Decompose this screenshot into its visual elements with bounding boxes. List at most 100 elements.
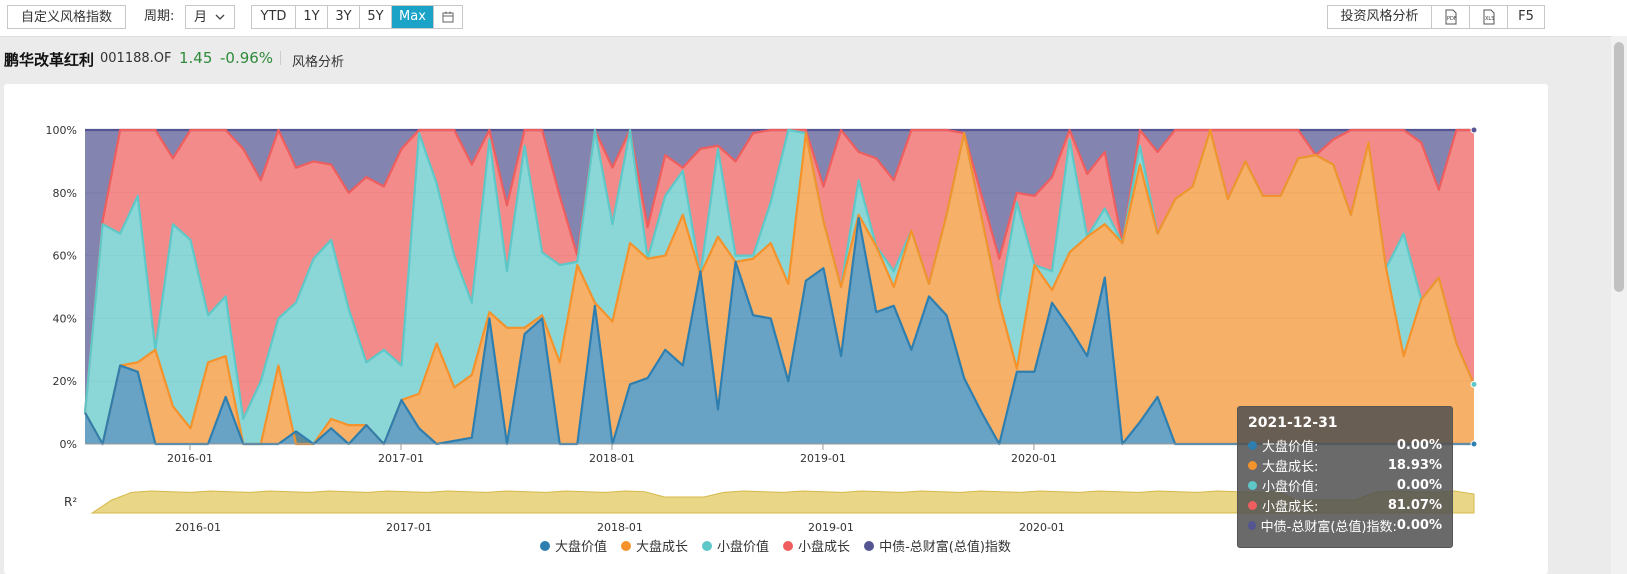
tooltip-name: 小盘价值: [1262, 479, 1319, 495]
pdf-export-button[interactable]: PDF [1432, 6, 1470, 28]
navigator-tick-label: 2019-01 [808, 521, 854, 534]
r2-label: R² [64, 495, 77, 509]
chart-areas [83, 128, 1476, 446]
legend-small-value[interactable]: 小盘价值 [702, 536, 769, 555]
endpoint-marker [1470, 380, 1478, 388]
period-value: 月 [194, 10, 208, 25]
range-selector: YTD 1Y 3Y 5Y Max [251, 5, 463, 29]
tooltip-row: 大盘成长: 18.93% [1248, 455, 1442, 475]
tooltip-name: 大盘价值: [1262, 439, 1319, 455]
navigator-tick-label: 2017-01 [386, 521, 432, 534]
legend-bond-index[interactable]: 中债-总财富(总值)指数 [864, 536, 1011, 555]
xls-export-button[interactable]: XLS [1470, 6, 1508, 28]
tooltip-date: 2021-12-31 [1248, 415, 1338, 431]
export-toolbar: 投资风格分析 PDF XLS F5 [1327, 5, 1545, 29]
period-label: 周期: [144, 9, 175, 24]
range-5y-button[interactable]: 5Y [360, 6, 392, 28]
small-value-area[interactable] [85, 130, 1474, 444]
legend-small-growth[interactable]: 小盘成长 [783, 536, 850, 555]
legend-label: 大盘价值 [555, 540, 608, 555]
legend-dot [864, 540, 875, 551]
range-ytd-button[interactable]: YTD [252, 6, 296, 28]
fund-name: 鹏华改革红利 [4, 51, 95, 69]
navigator-tick-label: 2018-01 [597, 521, 643, 534]
style-analysis-button[interactable]: 投资风格分析 [1328, 6, 1432, 28]
large-growth-area[interactable] [85, 130, 1474, 444]
legend-label: 小盘价值 [717, 540, 770, 555]
date-picker-button[interactable] [434, 6, 462, 28]
tooltip-dot [1248, 440, 1257, 450]
style-analysis-tab[interactable]: 风格分析 [292, 55, 345, 70]
page-scrollbar[interactable] [1611, 36, 1627, 574]
x-tick-label: 2017-01 [378, 452, 424, 465]
large-value-area[interactable] [85, 217, 1474, 444]
y-tick-label: 80% [53, 187, 77, 200]
legend-large-value[interactable]: 大盘价值 [540, 536, 607, 555]
tooltip-row: 小盘价值: 0.00% [1248, 475, 1442, 495]
y-tick-label: 20% [53, 375, 77, 388]
y-tick-label: 0% [60, 438, 77, 451]
range-max-button[interactable]: Max [392, 6, 434, 28]
x-tick-label: 2018-01 [589, 452, 635, 465]
legend-label: 大盘成长 [636, 540, 689, 555]
header-divider [280, 51, 281, 65]
tooltip-value: 0.00% [1396, 477, 1442, 493]
range-3y-button[interactable]: 3Y [328, 6, 360, 28]
pdf-icon: PDF [1445, 9, 1457, 25]
chevron-down-icon [215, 14, 225, 20]
range-1y-button[interactable]: 1Y [296, 6, 328, 28]
large-growth-line [84, 128, 1476, 446]
fund-change: -0.96% [220, 49, 274, 67]
legend-label: 小盘成长 [798, 540, 851, 555]
toolbar: 自定义风格指数 周期: 月 YTD 1Y 3Y 5Y Max 投资风格分析 PD… [0, 0, 1627, 37]
svg-text:PDF: PDF [1447, 16, 1457, 22]
x-tick-label: 2020-01 [1011, 452, 1057, 465]
tooltip-name: 小盘成长: [1262, 499, 1319, 515]
legend-dot [702, 540, 713, 551]
chart-tooltip: 2021-12-31 大盘价值: 0.00% 大盘成长: 18.93% 小盘价值: 0… [1237, 406, 1453, 548]
y-tick-label: 40% [53, 312, 77, 325]
tooltip-row: 中债-总财富(总值)指数: 0.00% [1248, 515, 1442, 535]
tooltip-value: 81.07% [1387, 497, 1442, 513]
small-growth-area[interactable] [85, 130, 1474, 419]
fund-header: 鹏华改革红利 001188.OF 1.45 -0.96% 风格分析 [0, 44, 1560, 74]
period-select[interactable]: 月 [185, 5, 235, 29]
f5-button[interactable]: F5 [1518, 9, 1534, 24]
navigator-x-axis: 2016-01 2017-01 2018-01 2019-01 2020-01 [175, 521, 1065, 534]
xls-icon: XLS [1483, 9, 1494, 25]
navigator-tick-label: 2016-01 [175, 521, 221, 534]
legend-large-growth[interactable]: 大盘成长 [621, 536, 688, 555]
tooltip-value: 0.00% [1396, 517, 1442, 533]
legend-dot [621, 540, 632, 551]
legend-dot [783, 540, 794, 551]
y-axis: 0% 20% 40% 60% 80% 100% [46, 124, 77, 451]
tooltip-row: 小盘成长: 81.07% [1248, 495, 1442, 515]
bond-area[interactable] [85, 130, 1474, 413]
tooltip-value: 0.00% [1396, 437, 1442, 453]
calendar-icon [442, 11, 454, 23]
tooltip-dot [1248, 460, 1257, 470]
y-tick-label: 60% [53, 250, 77, 263]
tooltip-name: 中债-总财富(总值)指数: [1260, 519, 1397, 535]
endpoint-marker [1470, 440, 1478, 448]
tooltip-dot [1248, 480, 1257, 490]
y-tick-label: 100% [46, 124, 77, 137]
x-tick-label: 2016-01 [167, 452, 213, 465]
tooltip-name: 大盘成长: [1262, 459, 1319, 475]
tooltip-row: 大盘价值: 0.00% [1248, 435, 1442, 455]
tooltip-value: 18.93% [1387, 457, 1442, 473]
legend-dot [540, 540, 550, 551]
tooltip-dot [1248, 500, 1257, 510]
fund-code: 001188.OF [100, 51, 172, 66]
series-endpoints [1470, 126, 1478, 448]
x-tick-label: 2019-01 [800, 452, 846, 465]
endpoint-marker [1470, 126, 1478, 134]
navigator-tick-label: 2020-01 [1019, 521, 1065, 534]
tooltip-dot [1248, 520, 1256, 530]
scrollbar-thumb[interactable] [1614, 42, 1624, 292]
svg-text:XLS: XLS [1485, 16, 1494, 22]
custom-style-index-button[interactable]: 自定义风格指数 [7, 5, 126, 29]
fund-price: 1.45 [179, 49, 213, 67]
legend-label: 中债-总财富(总值)指数 [879, 540, 1011, 555]
